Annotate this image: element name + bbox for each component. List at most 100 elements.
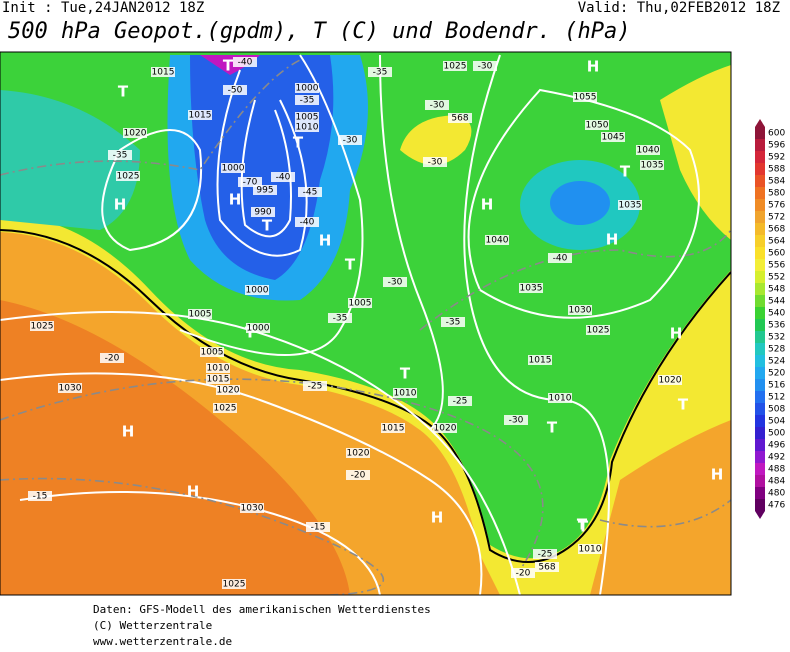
colorbar-label: 560	[768, 249, 785, 259]
label-box	[528, 355, 552, 365]
label-box	[188, 110, 212, 120]
colorbar-label: 500	[768, 429, 785, 439]
colorbar-swatch	[755, 439, 765, 451]
contour-label: 1040	[637, 146, 660, 156]
label-box	[303, 381, 327, 391]
label-box	[295, 112, 319, 122]
colorbar-label: 504	[768, 417, 785, 427]
contour-label: 1015	[189, 111, 212, 121]
label-box	[116, 171, 140, 181]
contour-label: 1000	[247, 324, 270, 334]
warm-patch-ne	[660, 65, 731, 240]
colorbar-label: 480	[768, 489, 785, 499]
label-box	[568, 305, 592, 315]
contour-label: 1040	[486, 236, 509, 246]
colorbar-swatch	[755, 163, 765, 175]
pressure-center: T	[223, 57, 234, 75]
label-box	[58, 383, 82, 393]
colorbar-label: 508	[768, 405, 785, 415]
contour-label: -35	[446, 318, 461, 328]
isobar	[379, 54, 444, 431]
colorbar-swatch	[755, 355, 765, 367]
map	[0, 51, 732, 596]
pressure-center: H	[187, 483, 200, 501]
colorbar-label: 544	[768, 297, 785, 307]
colorbar-swatch	[755, 259, 765, 271]
colorbar-label: 520	[768, 369, 785, 379]
contour-label: 1005	[349, 299, 372, 309]
colorbar-label: 476	[768, 501, 785, 511]
pressure-center: H	[711, 466, 724, 484]
contour-label: -50	[228, 86, 243, 96]
contour-label: -35	[333, 314, 348, 324]
label-box	[511, 568, 535, 578]
colorbar-swatch	[755, 235, 765, 247]
colorbar-label: 588	[768, 165, 785, 175]
contour-label: 1020	[217, 386, 240, 396]
colorbar-swatch	[755, 319, 765, 331]
label-box	[383, 277, 407, 287]
colorbar-swatch	[755, 463, 765, 475]
contour-label: -25	[538, 550, 553, 560]
footer-line: www.wetterzentrale.de	[93, 635, 232, 648]
footer-line: (C) Wetterzentrale	[93, 619, 212, 632]
pressure-center: H	[481, 196, 494, 214]
label-box	[271, 172, 295, 182]
contour-label: 1005	[296, 113, 319, 123]
label-box	[601, 132, 625, 142]
label-box	[108, 150, 132, 160]
colorbar-swatch	[755, 499, 765, 511]
contour-label: 1010	[394, 389, 417, 399]
pressure-center: T	[620, 163, 631, 181]
contour-label: 568	[451, 114, 468, 124]
contour-label: -35	[373, 68, 388, 78]
contour-label: 1035	[641, 161, 664, 171]
contour-label: 1010	[296, 123, 319, 133]
contour-label: -20	[516, 569, 531, 579]
contour-label: -30	[509, 416, 524, 426]
contour-label: -35	[113, 151, 128, 161]
label-box	[381, 423, 405, 433]
label-box	[28, 491, 52, 501]
contour-label: -70	[243, 178, 258, 188]
label-box	[306, 522, 330, 532]
colorbar-swatch	[755, 211, 765, 223]
contour-label: 1025	[214, 404, 237, 414]
cold-spot-core	[550, 181, 610, 225]
contour-label: 1010	[549, 394, 572, 404]
colorbar-tip	[755, 119, 765, 127]
colorbar-label: 536	[768, 321, 785, 331]
colorbar-swatch	[755, 415, 765, 427]
colorbar-swatch	[755, 295, 765, 307]
pressure-center: H	[606, 231, 619, 249]
label-box	[188, 309, 212, 319]
label-box	[151, 67, 175, 77]
contour-label: 1025	[587, 326, 610, 336]
colorbar-label: 580	[768, 189, 785, 199]
colorbar-label: 512	[768, 393, 785, 403]
colorbar-label: 532	[768, 333, 785, 343]
colorbar-label: 584	[768, 177, 785, 187]
label-box	[485, 235, 509, 245]
contour-label: -40	[300, 218, 315, 228]
colorbar-label: 596	[768, 141, 785, 151]
colorbar-label: 600	[768, 129, 785, 139]
contour-label: -40	[553, 254, 568, 264]
label-box	[328, 313, 352, 323]
contour-label: 1000	[222, 164, 245, 174]
colorbar-swatch	[755, 379, 765, 391]
contour-label: -35	[300, 96, 315, 106]
label-box	[448, 396, 472, 406]
colorbar-label: 568	[768, 225, 785, 235]
cold-fringe	[0, 90, 140, 230]
label-box	[548, 253, 572, 263]
pressure-center: H	[670, 325, 683, 343]
label-box	[586, 325, 610, 335]
colorbar-label: 540	[768, 309, 785, 319]
colorbar-label: 592	[768, 153, 785, 163]
colorbar-swatch	[755, 127, 765, 139]
contour-label: -30	[430, 101, 445, 111]
pressure-center: T	[678, 396, 689, 414]
pressure-center: H	[229, 191, 242, 209]
